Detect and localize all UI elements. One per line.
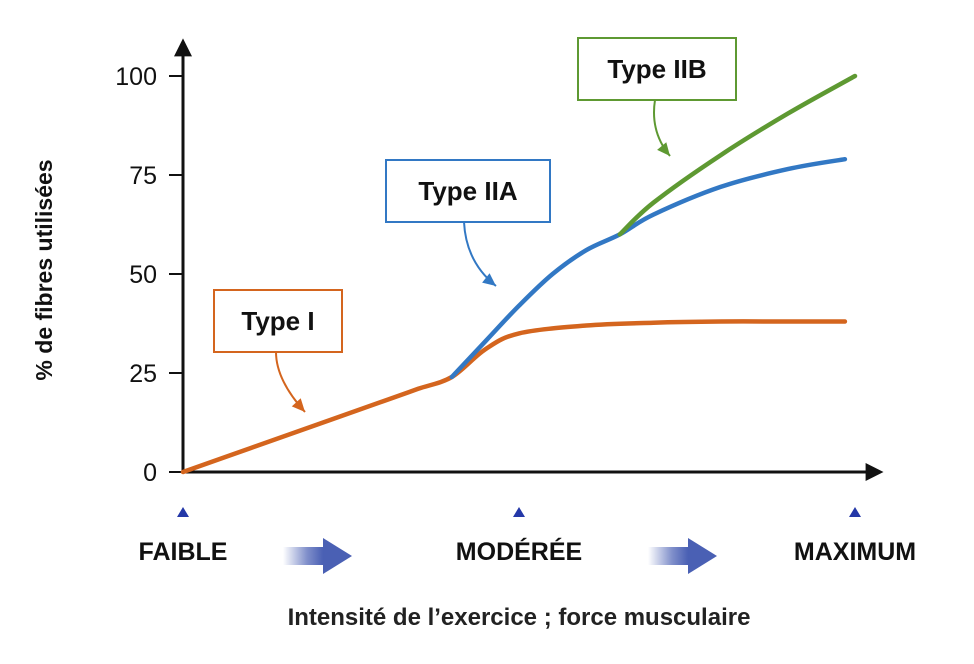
x-level-3: MAXIMUM [794,507,916,566]
pointer-arrowhead [291,398,305,412]
series-name: Type I [241,306,314,336]
y-tick-label: 0 [143,459,157,487]
label-box [213,289,343,353]
label-box [385,159,551,223]
y-axis-label: % de fibres utilisées [31,159,57,380]
label-type-iia: Type IIA [385,159,551,287]
level-label: MAXIMUM [794,538,916,566]
series-name: Type IIA [418,176,517,206]
label-type-i: Type I [213,289,343,413]
pointer-arrow [463,221,497,287]
x-level-2: MODÉRÉE [456,507,582,566]
y-tick-label: 100 [115,63,157,91]
level-label: MODÉRÉE [456,537,582,566]
label-type-iib: Type IIB [577,37,737,157]
level-marker-triangle [513,507,525,517]
x-axis-label: Intensité de l’exercice ; force musculai… [288,604,751,631]
progression-arrow-1 [283,538,352,574]
label-box [577,37,737,101]
level-marker-triangle [177,507,189,517]
y-tick-label: 75 [129,162,157,190]
series-line-type-iia [449,156,848,380]
level-label: FAIBLE [139,538,228,566]
series-name: Type IIB [607,54,706,84]
progression-arrow-2 [648,538,717,574]
y-tick-label: 25 [129,360,157,388]
y-tick-label: 50 [129,261,157,289]
series-layer [180,73,858,475]
pointer-arrowhead [657,142,670,156]
x-levels: FAIBLE MODÉRÉE MAXIMUM [139,507,916,566]
series-line-type-i [180,319,848,475]
series-labels: Type I Type IIA Type IIB [213,37,737,413]
x-level-1: FAIBLE [139,507,228,566]
pointer-arrowhead [482,273,496,286]
level-marker-triangle [849,507,861,517]
y-ticks: 0 25 50 75 100 [115,63,183,487]
series-line-type-iib [617,73,858,237]
